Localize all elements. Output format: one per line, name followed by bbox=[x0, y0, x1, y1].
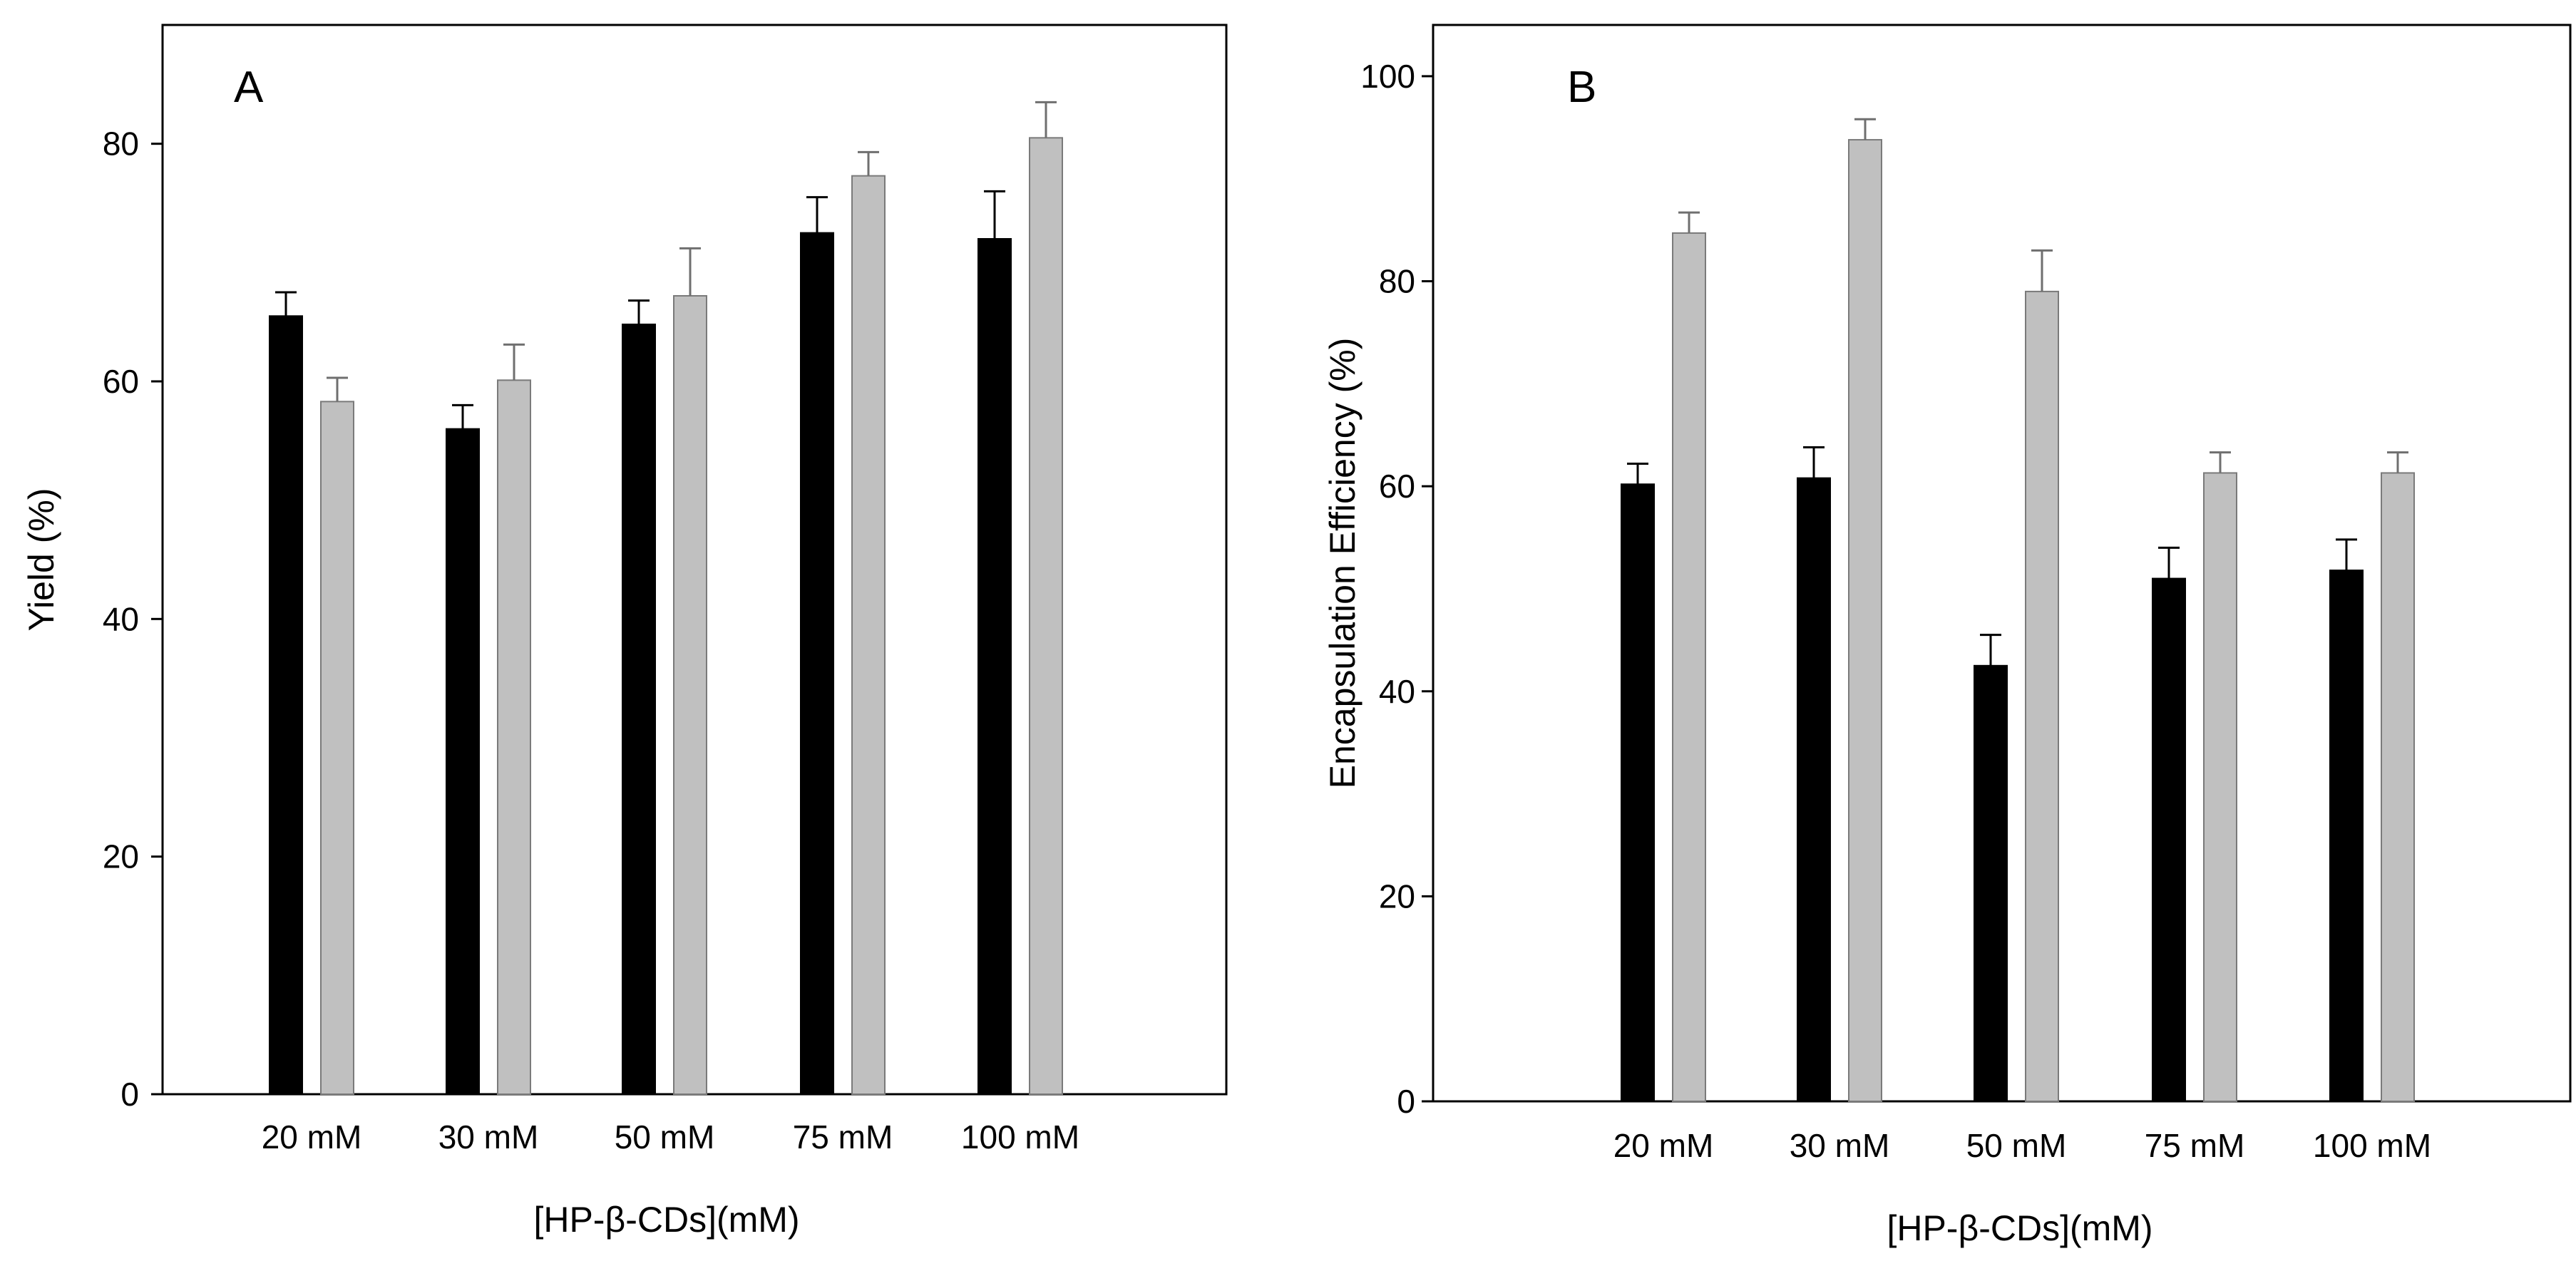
y-tick-label: 0 bbox=[120, 1076, 139, 1113]
bar-gray-5 bbox=[2381, 472, 2415, 1102]
bar-black-1 bbox=[269, 315, 303, 1095]
x-tick-label: 75 mM bbox=[793, 1118, 893, 1156]
bar-gray-1 bbox=[1672, 232, 1706, 1102]
y-tick-label: 100 bbox=[1360, 58, 1415, 95]
bar-black-5 bbox=[977, 238, 1012, 1095]
y-tick-label: 40 bbox=[1379, 673, 1415, 710]
bar-black-4 bbox=[800, 232, 834, 1096]
x-tick-label: 50 mM bbox=[615, 1118, 715, 1156]
bar-gray-4 bbox=[2203, 472, 2237, 1102]
x-tick-label: 50 mM bbox=[1966, 1127, 2067, 1164]
y-tick-label: 60 bbox=[103, 363, 139, 400]
y-tick-label: 0 bbox=[1397, 1083, 1415, 1120]
y-tick-label: 60 bbox=[1379, 468, 1415, 505]
bar-black-1 bbox=[1621, 483, 1655, 1102]
bar-gray-5 bbox=[1029, 137, 1063, 1095]
y-axis-label: Encapsulation Efficiency (%) bbox=[1323, 338, 1363, 789]
y-tick-label: 20 bbox=[1379, 878, 1415, 915]
bar-gray-3 bbox=[673, 295, 707, 1095]
bar-gray-2 bbox=[497, 379, 531, 1095]
y-tick-label: 80 bbox=[103, 125, 139, 163]
bar-black-3 bbox=[622, 324, 656, 1095]
x-tick-label: 75 mM bbox=[2145, 1127, 2245, 1164]
y-tick-label: 40 bbox=[103, 600, 139, 637]
bar-black-3 bbox=[1974, 664, 2008, 1102]
bar-black-2 bbox=[446, 428, 480, 1095]
panel-label: B bbox=[1567, 63, 1596, 112]
x-tick-label: 100 mM bbox=[961, 1118, 1079, 1156]
y-axis-label: Yield (%) bbox=[21, 488, 61, 632]
x-tick-label: 20 mM bbox=[1613, 1127, 1714, 1164]
x-tick-label: 30 mM bbox=[1790, 1127, 1890, 1164]
bar-gray-3 bbox=[2025, 290, 2059, 1102]
bar-black-2 bbox=[1797, 477, 1831, 1102]
bar-gray-1 bbox=[320, 401, 354, 1095]
bar-black-5 bbox=[2329, 570, 2364, 1102]
x-axis-label: [HP-β-CDs](mM) bbox=[533, 1200, 799, 1240]
bar-black-4 bbox=[2152, 577, 2186, 1102]
x-axis-label: [HP-β-CDs](mM) bbox=[1887, 1208, 2152, 1248]
x-tick-label: 20 mM bbox=[262, 1118, 362, 1156]
panel-label: A bbox=[234, 63, 264, 112]
y-tick-label: 20 bbox=[103, 838, 139, 875]
y-tick-label: 80 bbox=[1379, 263, 1415, 300]
bar-gray-2 bbox=[1848, 139, 1882, 1103]
bar-gray-4 bbox=[851, 175, 886, 1096]
x-tick-label: 30 mM bbox=[438, 1118, 539, 1156]
x-tick-label: 100 mM bbox=[2313, 1127, 2431, 1164]
